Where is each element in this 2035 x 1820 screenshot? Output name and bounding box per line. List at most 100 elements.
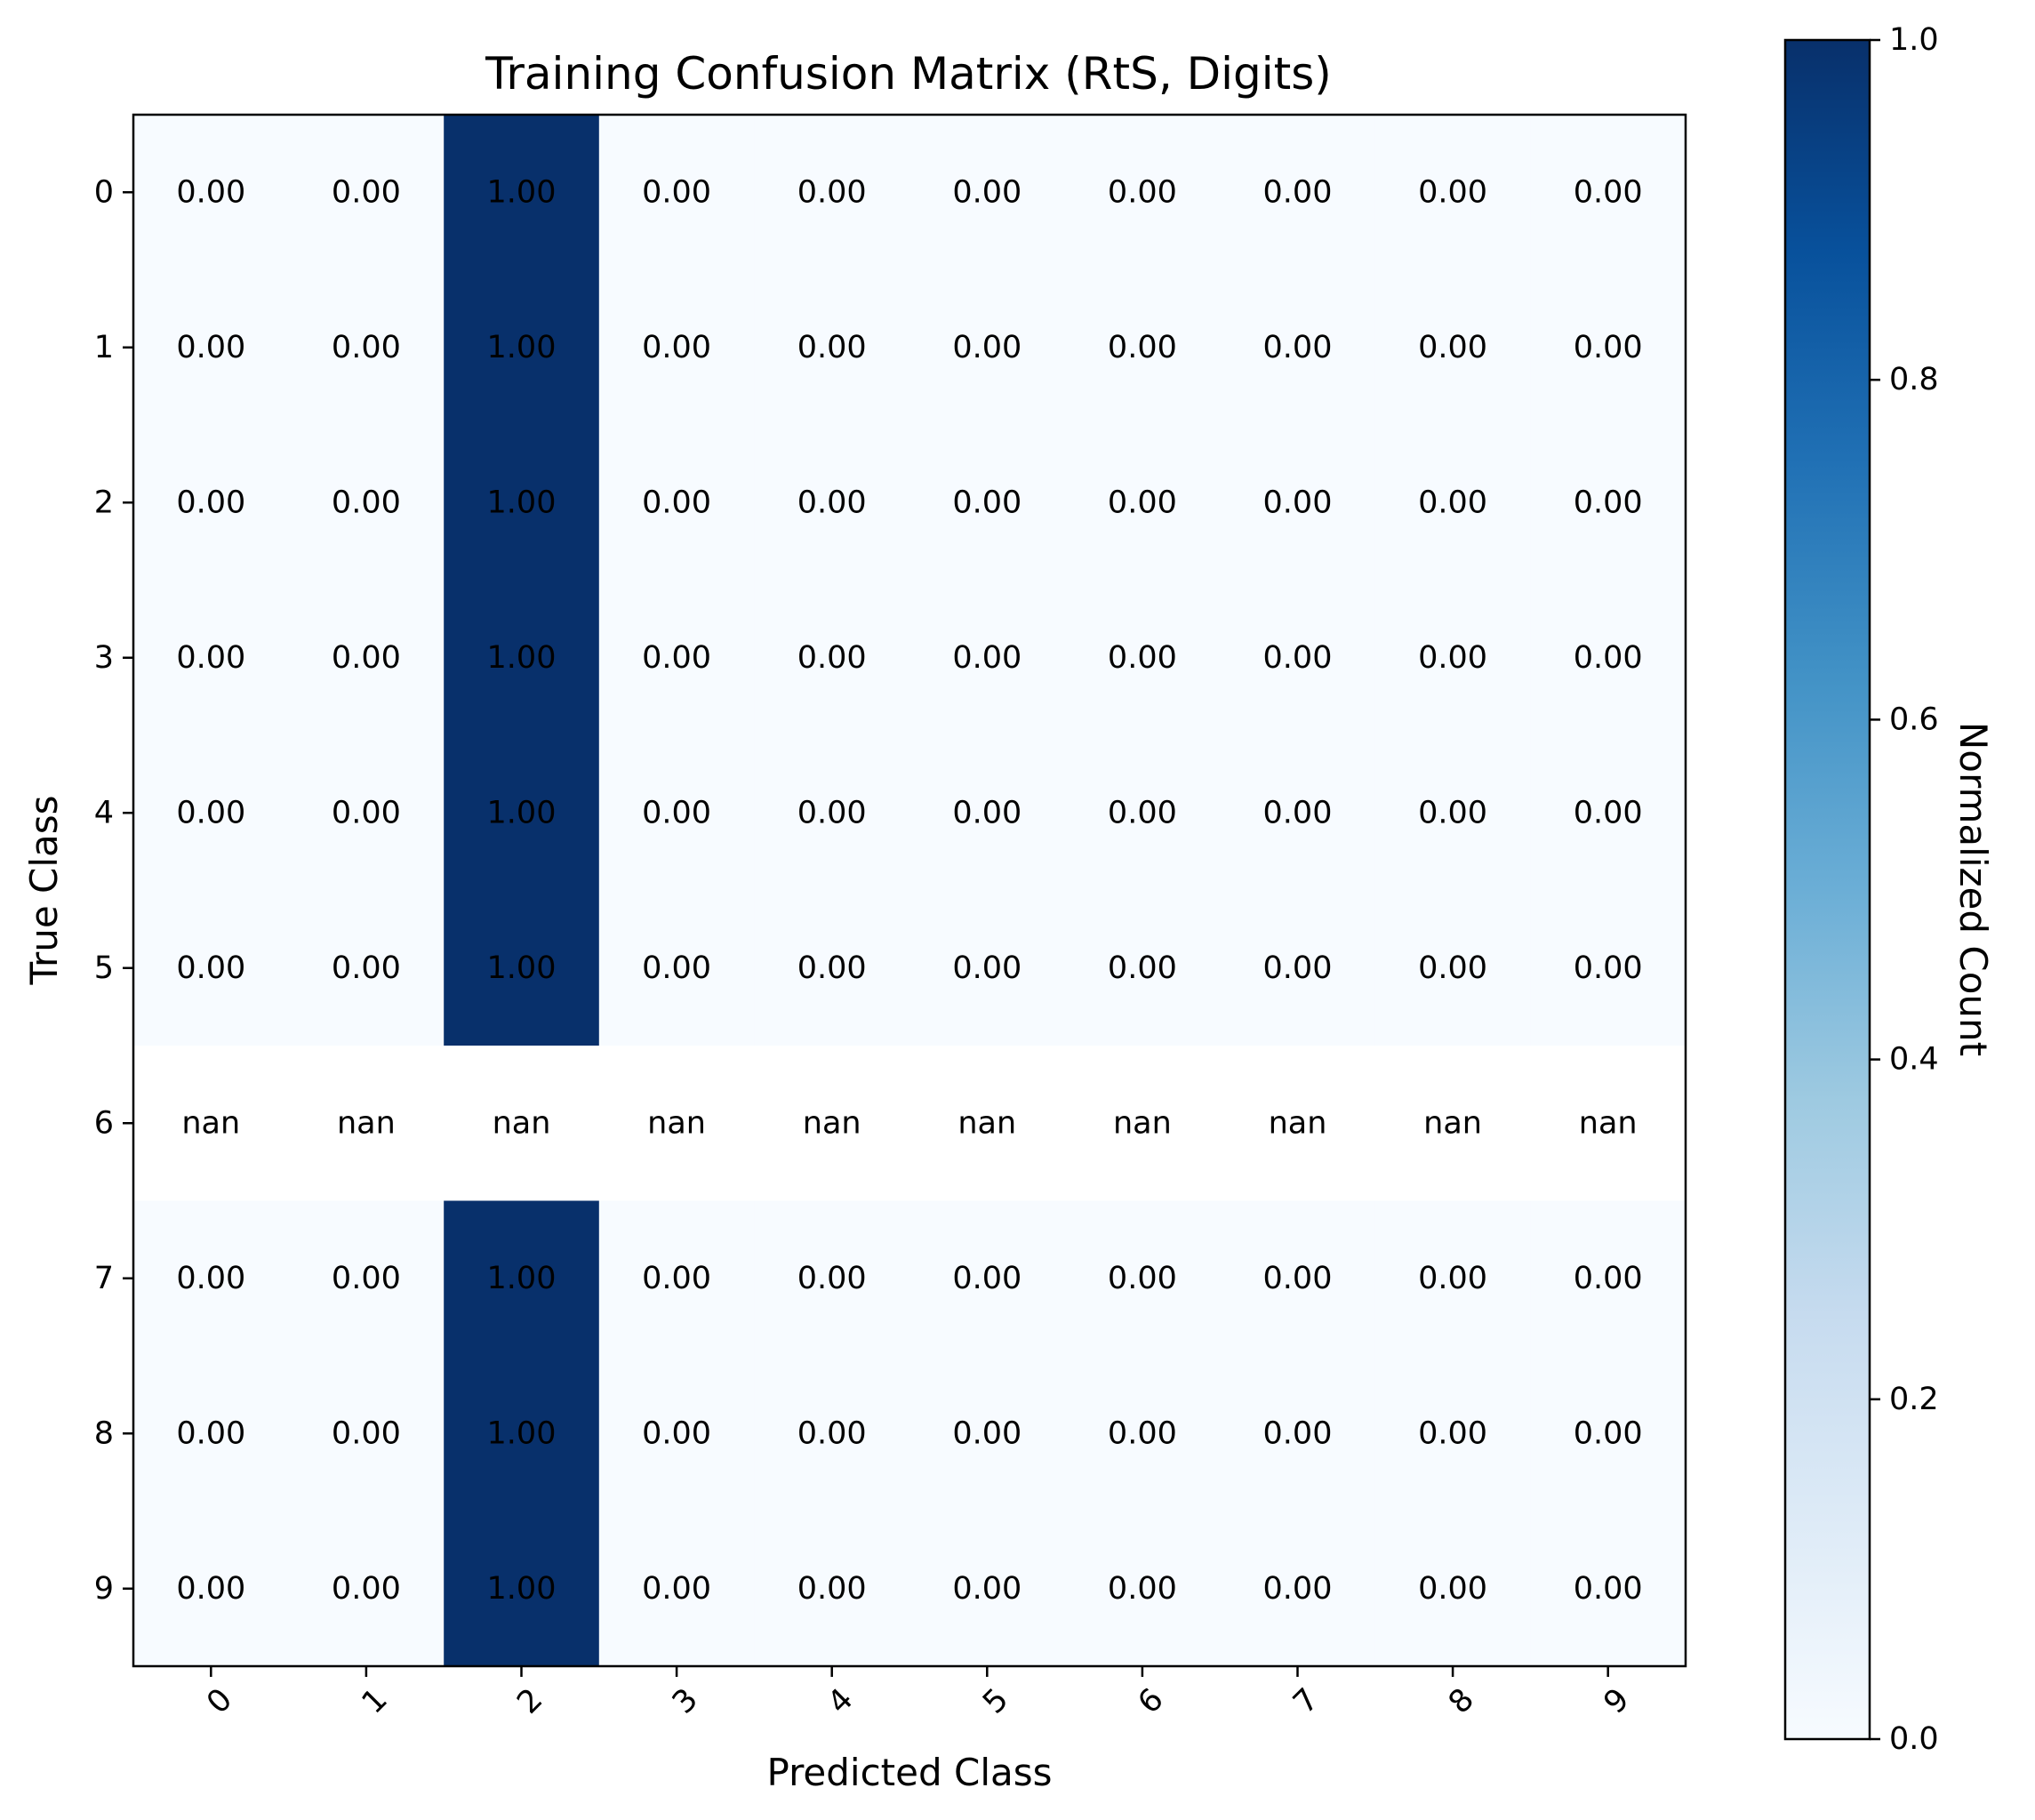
heatmap-cell <box>1374 580 1531 736</box>
cell-value-label: 0.00 <box>332 795 401 830</box>
colorbar-tick-label: 0.2 <box>1889 1382 1939 1417</box>
heatmap-cell <box>444 1356 600 1512</box>
y-tick-label: 9 <box>94 1571 114 1607</box>
cell-value-label: 0.00 <box>952 1415 1022 1451</box>
cell-value-label: 1.00 <box>487 1415 557 1451</box>
cell-value-label: 0.00 <box>1263 640 1333 676</box>
cell-value-label: 0.00 <box>1574 950 1643 986</box>
cell-value-label: 0.00 <box>642 174 711 210</box>
heatmap-cell <box>444 1046 600 1202</box>
cell-value-label: 0.00 <box>642 485 711 520</box>
y-axis-ticks: 0 1 2 3 4 5 6 7 8 9 <box>94 174 133 1607</box>
heatmap-cell <box>598 1356 755 1512</box>
cell-value-label: 0.00 <box>1418 640 1487 676</box>
heatmap-cell <box>754 1046 910 1202</box>
heatmap-cell <box>1374 425 1531 581</box>
heatmap-cell <box>1064 890 1221 1046</box>
cell-value-label: 0.00 <box>642 1261 711 1296</box>
cell-value-label: 0.00 <box>1574 795 1643 830</box>
cell-value-label: 0.00 <box>642 795 711 830</box>
cell-value-label: 0.00 <box>176 330 245 365</box>
heatmap-cell <box>288 1046 445 1202</box>
heatmap-cell <box>1064 1511 1221 1667</box>
cell-value-label: 0.00 <box>1263 795 1333 830</box>
y-tick-label: 5 <box>94 950 114 986</box>
cell-value-label: 0.00 <box>332 640 401 676</box>
x-tick-label: 8 <box>1442 1682 1481 1721</box>
heatmap-cell <box>754 269 910 426</box>
cell-value-label: 0.00 <box>952 174 1022 210</box>
x-tick-label: 5 <box>976 1682 1015 1721</box>
heatmap-cell <box>133 1046 290 1202</box>
cell-value-label: 0.00 <box>332 1261 401 1296</box>
cell-value-label: 0.00 <box>952 330 1022 365</box>
cell-value-label: 0.00 <box>1108 174 1177 210</box>
heatmap-cell <box>444 1200 600 1357</box>
cell-value-label: 0.00 <box>1574 485 1643 520</box>
heatmap-cell <box>1064 1046 1221 1202</box>
cell-value-label: 0.00 <box>1108 640 1177 676</box>
heatmap-cell <box>1530 1356 1686 1512</box>
heatmap-cell <box>598 1511 755 1667</box>
cell-value-label: 1.00 <box>487 330 557 365</box>
cell-value-label: 0.00 <box>952 1571 1022 1607</box>
heatmap-cell <box>1374 1356 1531 1512</box>
x-tick-label: 4 <box>821 1682 861 1721</box>
heatmap-cell <box>1064 1356 1221 1512</box>
cell-value-label: 0.00 <box>332 485 401 520</box>
heatmap-cell <box>754 1511 910 1667</box>
heatmap-cell <box>1374 890 1531 1046</box>
heatmap-cell <box>1064 580 1221 736</box>
cell-value-label: 0.00 <box>1418 795 1487 830</box>
heatmap-cell <box>1374 115 1531 271</box>
cell-value-label: 1.00 <box>487 640 557 676</box>
cell-value-label: 0.00 <box>642 1415 711 1451</box>
cell-value-label: 0.00 <box>1574 640 1643 676</box>
cell-value-label: 1.00 <box>487 950 557 986</box>
heatmap-cell <box>288 425 445 581</box>
cell-value-label: 0.00 <box>332 1415 401 1451</box>
heatmap-cell <box>133 735 290 892</box>
cell-value-label: 0.00 <box>797 640 867 676</box>
heatmap-cell <box>909 890 1066 1046</box>
colorbar-tick-label: 0.4 <box>1889 1042 1939 1078</box>
y-tick-label: 1 <box>94 330 114 365</box>
heatmap-cell <box>909 269 1066 426</box>
heatmap-cell <box>598 1200 755 1357</box>
heatmap-cell <box>909 1200 1066 1357</box>
heatmap-cell <box>1220 115 1376 271</box>
cell-value-label: 0.00 <box>642 330 711 365</box>
heatmap-cell <box>133 269 290 426</box>
y-tick-label: 4 <box>94 795 114 830</box>
cell-value-label: nan <box>647 1105 706 1141</box>
cell-value-label: 0.00 <box>952 795 1022 830</box>
cell-value-label: 0.00 <box>176 485 245 520</box>
cell-value-label: 0.00 <box>797 795 867 830</box>
cell-value-label: 0.00 <box>1263 174 1333 210</box>
y-axis-label: True Class <box>22 795 66 985</box>
heatmap-cell <box>1530 580 1686 736</box>
heatmap-cell <box>133 425 290 581</box>
cell-value-label: 0.00 <box>1574 330 1643 365</box>
heatmap-cell <box>1064 269 1221 426</box>
heatmap-cell <box>754 580 910 736</box>
heatmap-cell <box>133 1200 290 1357</box>
y-tick-label: 2 <box>94 485 114 520</box>
heatmap-cell <box>1220 1511 1376 1667</box>
x-tick-label: 3 <box>666 1682 705 1721</box>
x-tick-label: 1 <box>356 1682 395 1721</box>
cell-value-label: 0.00 <box>1263 485 1333 520</box>
heatmap-cell <box>1530 425 1686 581</box>
heatmap-cell <box>133 580 290 736</box>
cell-value-label: nan <box>337 1105 396 1141</box>
cell-value-label: 0.00 <box>952 950 1022 986</box>
cell-value-label: 0.00 <box>1418 1571 1487 1607</box>
cell-value-label: nan <box>493 1105 551 1141</box>
cell-value-label: 0.00 <box>332 950 401 986</box>
heatmap-cell <box>133 890 290 1046</box>
cell-value-label: 0.00 <box>1263 330 1333 365</box>
heatmap-cell <box>288 580 445 736</box>
heatmap-cell <box>1064 115 1221 271</box>
x-tick-label: 2 <box>510 1682 549 1721</box>
cell-value-label: 1.00 <box>487 485 557 520</box>
